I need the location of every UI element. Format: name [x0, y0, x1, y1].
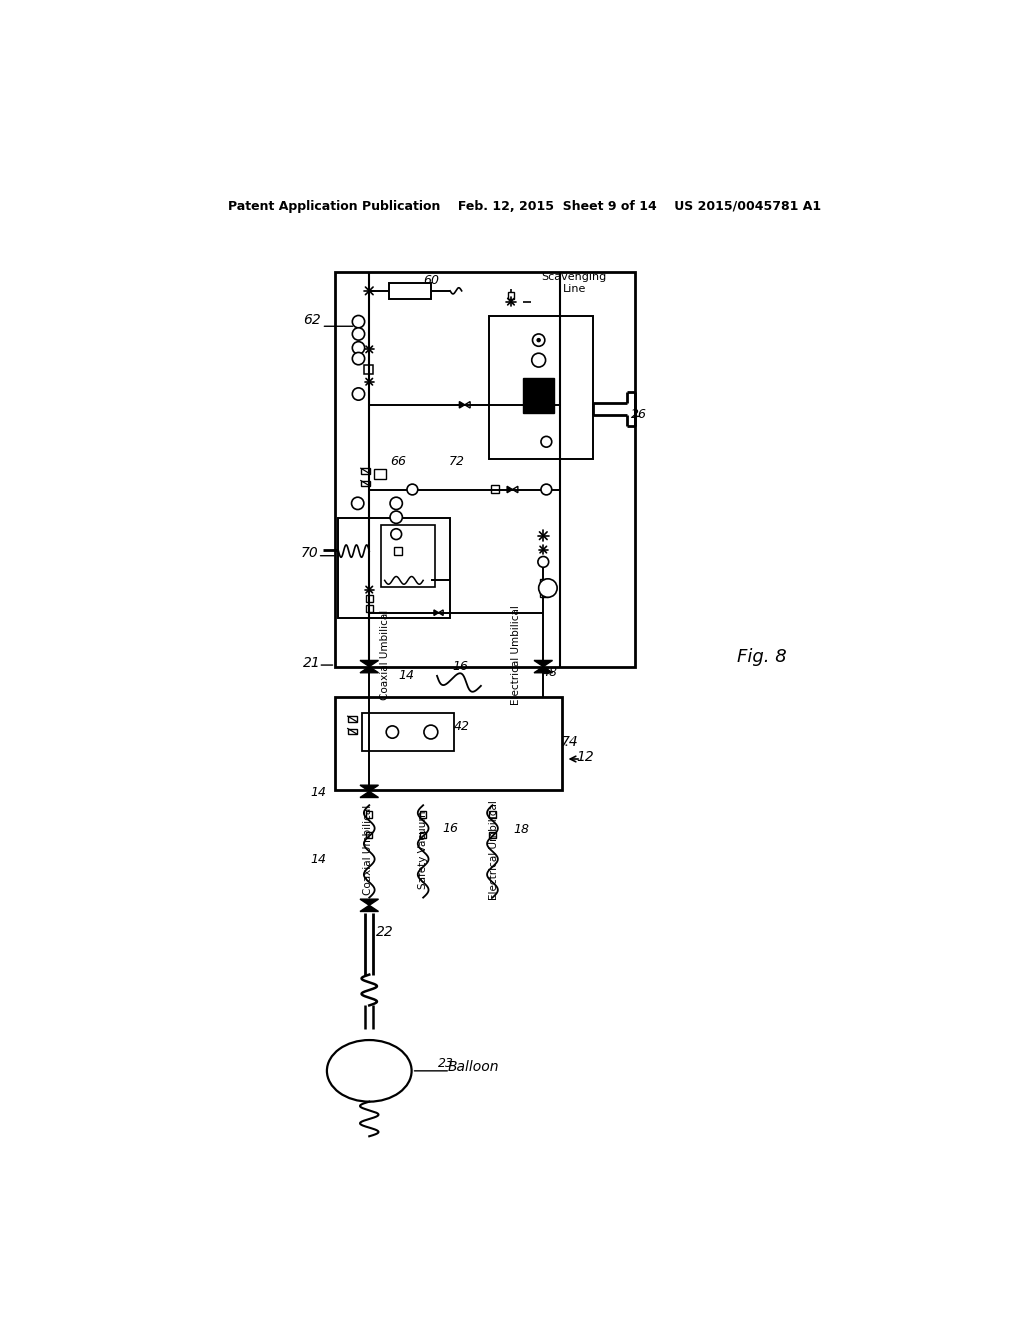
Text: Fig. 8: Fig. 8 [737, 648, 786, 667]
Bar [335, 272, 635, 667]
Bar [394, 548, 401, 554]
Text: 21: 21 [303, 656, 322, 669]
Circle shape [538, 339, 541, 342]
Text: Coaxial Umbilical: Coaxial Umbilical [362, 805, 373, 895]
Circle shape [352, 315, 365, 327]
Text: 16: 16 [442, 822, 458, 834]
Text: 23: 23 [438, 1056, 455, 1069]
Text: Balloon: Balloon [447, 1060, 499, 1074]
Polygon shape [360, 792, 379, 797]
Bar [360, 480, 370, 486]
Circle shape [390, 498, 402, 510]
Circle shape [352, 342, 365, 354]
Text: 16: 16 [453, 660, 468, 673]
Text: 66: 66 [390, 454, 407, 467]
Circle shape [390, 511, 402, 523]
Circle shape [407, 484, 418, 495]
Text: Scavenging
Line: Scavenging Line [542, 272, 606, 294]
Text: 12: 12 [575, 751, 594, 764]
Bar [420, 812, 426, 817]
Ellipse shape [327, 1040, 412, 1102]
Polygon shape [465, 401, 470, 408]
Text: 26: 26 [631, 408, 647, 421]
Bar [339, 517, 451, 618]
Polygon shape [360, 667, 379, 673]
Circle shape [531, 354, 546, 367]
Circle shape [352, 352, 365, 364]
Polygon shape [360, 785, 379, 792]
Text: Patent Application Publication    Feb. 12, 2015  Sheet 9 of 14    US 2015/004578: Patent Application Publication Feb. 12, … [228, 199, 821, 213]
Circle shape [386, 726, 398, 738]
Bar [335, 697, 562, 789]
Bar [541, 578, 548, 597]
Circle shape [352, 388, 365, 400]
Bar [367, 812, 373, 817]
Polygon shape [535, 667, 553, 673]
Text: Electrical Umbilical: Electrical Umbilical [511, 605, 520, 705]
Circle shape [391, 529, 401, 540]
Bar [489, 812, 496, 817]
Bar [367, 832, 373, 838]
Circle shape [352, 327, 365, 341]
Bar [489, 832, 496, 838]
Circle shape [538, 557, 549, 568]
Bar [388, 284, 431, 298]
Circle shape [539, 578, 557, 597]
Bar [490, 484, 499, 492]
Text: 22: 22 [376, 925, 393, 940]
Bar [381, 525, 435, 586]
Polygon shape [360, 660, 379, 667]
Text: 62: 62 [303, 313, 322, 327]
Polygon shape [360, 906, 379, 911]
Text: 74: 74 [560, 735, 579, 748]
Text: 14: 14 [398, 669, 415, 682]
Circle shape [351, 498, 364, 510]
Polygon shape [507, 486, 512, 492]
Bar [508, 293, 514, 298]
Circle shape [424, 725, 438, 739]
Polygon shape [434, 610, 438, 615]
Text: 60: 60 [423, 273, 439, 286]
Text: 70: 70 [300, 545, 318, 560]
Polygon shape [460, 401, 465, 408]
Circle shape [532, 334, 545, 346]
Bar [361, 713, 454, 751]
Polygon shape [360, 899, 379, 906]
Bar [348, 729, 357, 734]
Bar [488, 317, 593, 459]
Bar [420, 832, 426, 838]
Bar [367, 595, 373, 602]
Bar [364, 364, 373, 374]
Circle shape [541, 437, 552, 447]
Bar [367, 605, 373, 612]
Text: 48: 48 [543, 667, 558, 680]
Bar [360, 469, 370, 474]
Bar [348, 717, 357, 722]
Polygon shape [535, 660, 553, 667]
Polygon shape [512, 486, 518, 492]
Circle shape [541, 484, 552, 495]
Text: 14: 14 [310, 785, 327, 799]
Text: 18: 18 [514, 824, 529, 837]
Text: 14: 14 [310, 853, 327, 866]
Text: Safety Vacuum: Safety Vacuum [418, 810, 428, 890]
Text: 42: 42 [454, 721, 470, 733]
Text: Electrical Umbilical: Electrical Umbilical [489, 800, 499, 900]
Bar [374, 470, 386, 479]
Text: Coaxial Umbilical: Coaxial Umbilical [380, 610, 390, 700]
Polygon shape [438, 610, 443, 615]
Text: 72: 72 [450, 454, 465, 467]
Bar [523, 378, 554, 412]
